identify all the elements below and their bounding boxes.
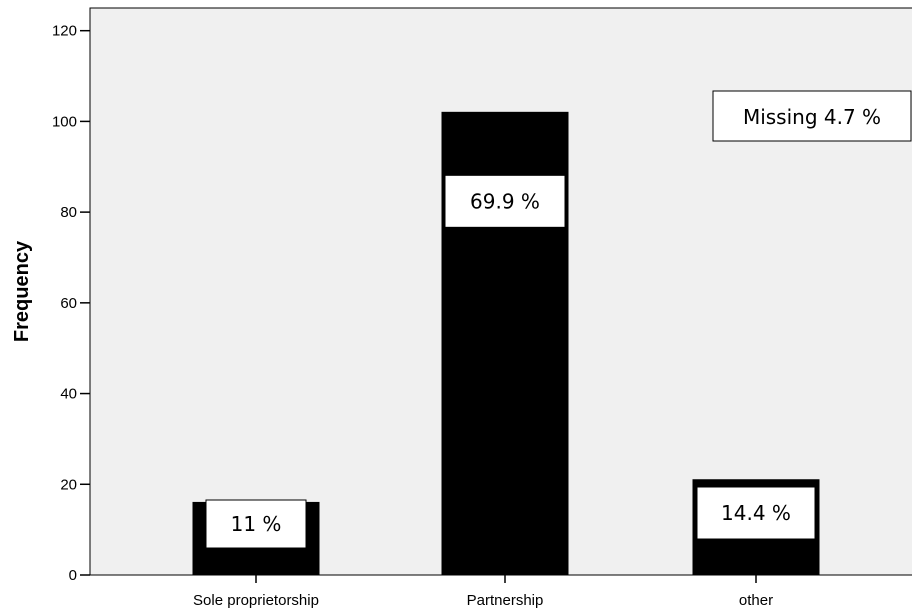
x-tick-label: Partnership [467, 592, 544, 609]
missing-annotation-text: Missing 4.7 % [743, 105, 881, 129]
y-axis: 0 20 40 60 80 100 120 [52, 8, 90, 584]
y-tick-label: 80 [60, 204, 77, 221]
x-tick-label: other [739, 592, 773, 609]
y-tick-label: 120 [52, 23, 77, 40]
y-tick-label: 0 [69, 567, 77, 584]
y-tick-label: 20 [60, 476, 77, 493]
y-tick-label: 40 [60, 386, 77, 403]
x-axis: Sole proprietorship Partnership other [90, 575, 912, 609]
data-label: 11 % [231, 512, 282, 536]
y-axis-label: Frequency [11, 240, 33, 342]
data-label: 14.4 % [721, 501, 791, 525]
missing-annotation: Missing 4.7 % [713, 91, 911, 141]
y-tick-label: 60 [60, 295, 77, 312]
y-tick-label: 100 [52, 113, 77, 130]
data-label: 69.9 % [470, 189, 540, 213]
x-tick-label: Sole proprietorship [193, 592, 319, 609]
